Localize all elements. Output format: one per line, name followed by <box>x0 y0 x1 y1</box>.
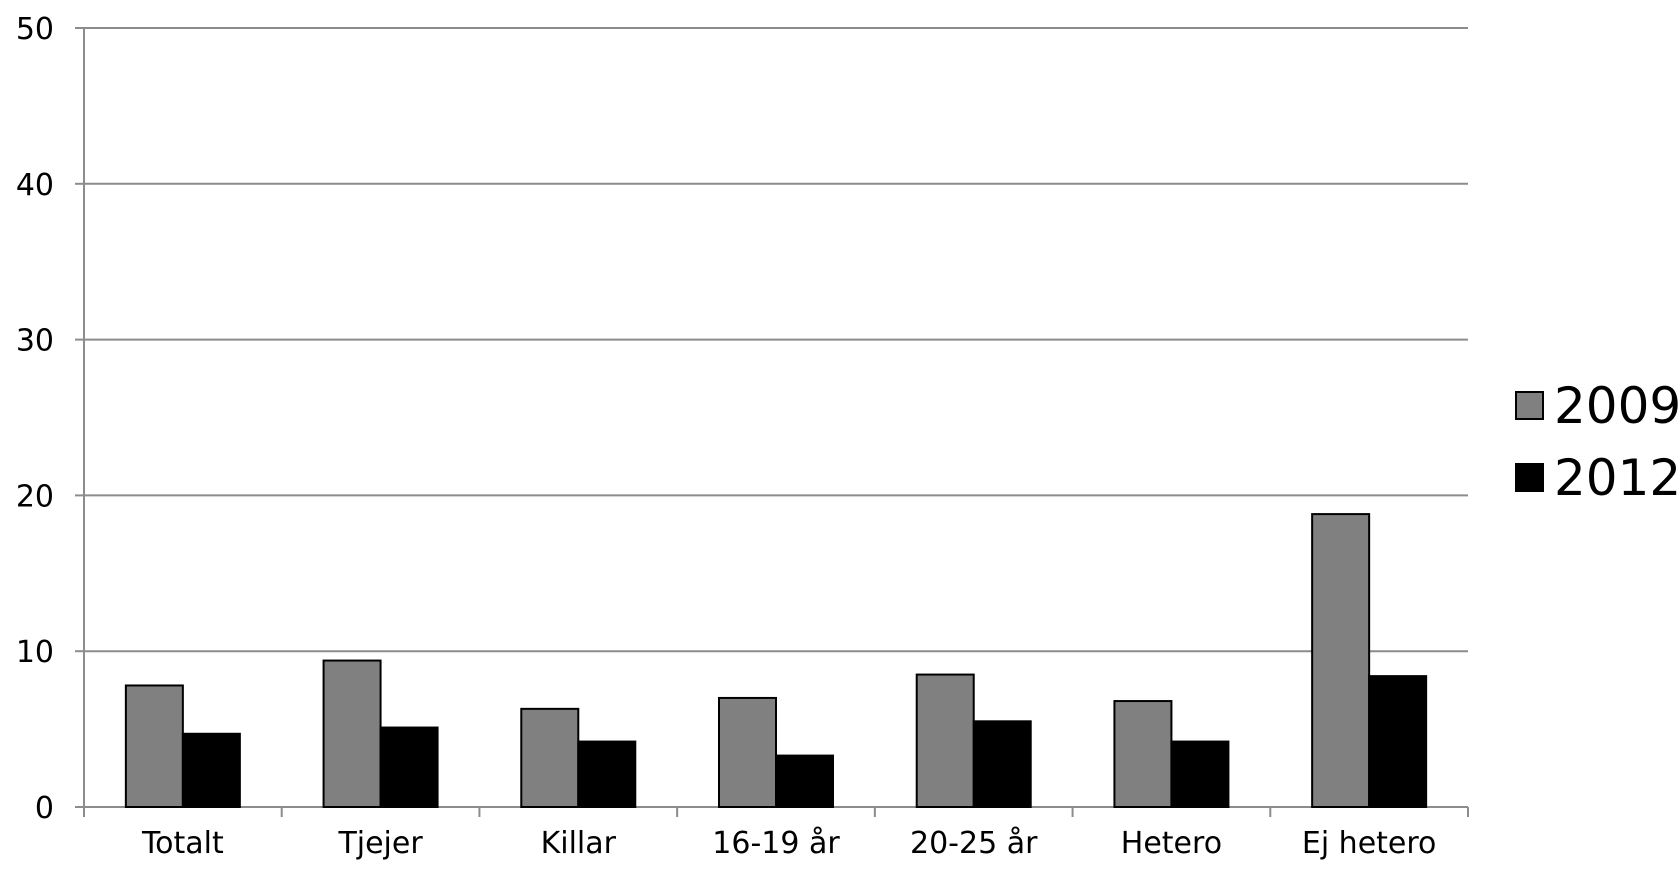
y-tick-label: 0 <box>35 791 54 826</box>
legend: 2009 2012 <box>1515 377 1679 507</box>
y-tick-label: 40 <box>16 168 54 203</box>
legend-label-2009: 2009 <box>1554 377 1679 435</box>
bar-2009-killar <box>520 707 580 809</box>
bar-2012-totalt <box>181 732 241 808</box>
x-tick-label: Totalt <box>141 826 224 861</box>
bar-2012-hetero <box>1170 740 1230 809</box>
y-tick-label: 30 <box>16 324 54 359</box>
y-tick-label: 20 <box>16 479 54 514</box>
x-tick-label: Hetero <box>1121 826 1222 861</box>
bar-2012-20-25-år <box>972 720 1032 808</box>
x-tick-label: 16-19 år <box>712 826 840 861</box>
x-tick-label: Tjejer <box>337 826 423 861</box>
gridlines <box>84 27 1468 653</box>
bar-2012-tjejer <box>379 726 439 808</box>
y-tick-label: 10 <box>16 635 54 670</box>
y-tick-labels: 0 10 20 30 40 50 <box>16 12 54 826</box>
bar-2012-ej-hetero <box>1368 675 1428 808</box>
x-tick-labels: Totalt Tjejer Killar 16-19 år 20-25 år Hetero… <box>141 826 1436 861</box>
bar-2009-hetero <box>1113 700 1173 809</box>
x-tick-label: Ej hetero <box>1302 826 1437 861</box>
bar-2009-16-19-år <box>718 696 777 808</box>
legend-label-2012: 2012 <box>1554 449 1679 507</box>
bar-2012-killar <box>577 740 637 809</box>
x-tick-label: 20-25 år <box>910 826 1038 861</box>
bar-2009-totalt <box>124 684 184 809</box>
y-tick-label: 50 <box>16 12 54 47</box>
x-tick-label: Killar <box>541 826 617 861</box>
legend-swatch-2012 <box>1515 463 1544 492</box>
bar-2009-ej-hetero <box>1311 513 1371 808</box>
legend-swatch-2009 <box>1515 391 1544 420</box>
bars <box>124 513 1428 809</box>
bar-2009-20-25-år <box>915 673 975 808</box>
bar-2009-tjejer <box>322 659 382 808</box>
bar-2012-16-19-år <box>775 754 834 808</box>
